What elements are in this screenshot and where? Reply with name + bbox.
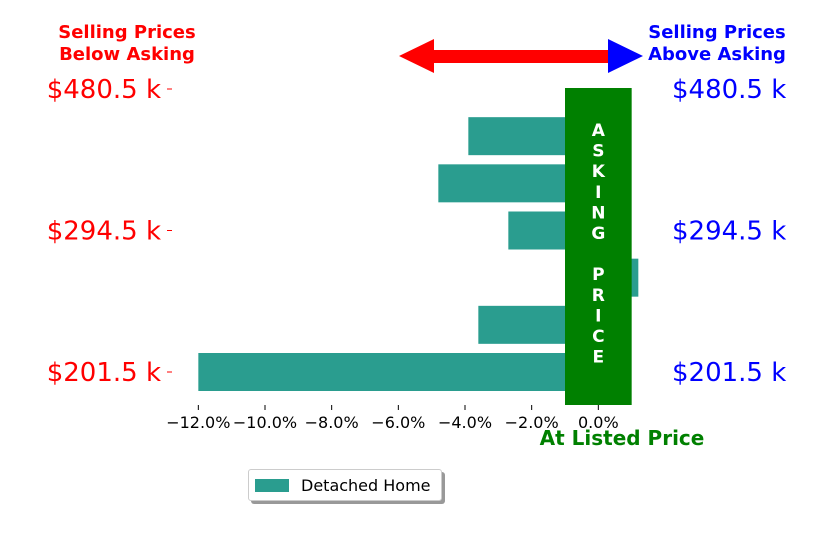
band-letter-4: N — [591, 203, 605, 223]
left-price-label-2: $480.5 k — [47, 75, 161, 105]
legend-swatch-detached-home — [255, 478, 289, 492]
header-right-line1: Selling Prices — [648, 22, 785, 43]
x-axis-label: At Listed Price — [540, 426, 705, 450]
left-price-label-1: $294.5 k — [47, 217, 161, 247]
x-tick-label-1: −10.0% — [233, 413, 297, 432]
x-tick-label-4: −4.0% — [438, 413, 492, 432]
right-price-label-0: $201.5 k — [672, 358, 786, 388]
bar-0 — [198, 353, 599, 391]
band-letter-0: A — [592, 121, 606, 141]
arrow-shaft — [430, 50, 615, 63]
header-left-line2: Below Asking — [59, 44, 195, 65]
left-price-label-0: $201.5 k — [47, 358, 161, 388]
x-axis: −12.0% −10.0% −8.0% −6.0% −4.0% −2.0% 0.0% — [166, 405, 619, 432]
band-letter-9: I — [595, 306, 601, 326]
header-left-line1: Selling Prices — [58, 22, 195, 43]
band-letter-10: C — [592, 327, 604, 347]
band-letter-2: K — [592, 162, 606, 182]
x-tick-label-6: 0.0% — [578, 413, 619, 432]
band-letter-11: E — [593, 348, 605, 368]
band-letter-5: G — [591, 224, 605, 244]
x-tick-label-2: −8.0% — [305, 413, 359, 432]
x-tick-label-0: −12.0% — [166, 413, 230, 432]
header-right-line2: Above Asking — [648, 44, 786, 65]
direction-arrow — [399, 39, 643, 73]
band-letter-8: R — [592, 286, 605, 306]
band-letter-3: I — [595, 183, 601, 203]
price-labels: $201.5 k $201.5 k $294.5 k $294.5 k $480.5 k… — [47, 75, 787, 388]
right-price-label-1: $294.5 k — [672, 217, 786, 247]
x-tick-label-5: −2.0% — [505, 413, 559, 432]
arrow-right-head — [608, 39, 643, 73]
asking-price-rect — [565, 88, 632, 405]
band-letter-1: S — [592, 142, 604, 162]
right-price-label-2: $480.5 k — [672, 75, 786, 105]
legend: Detached Home — [248, 469, 442, 501]
arrow-left-head — [399, 39, 434, 73]
legend-label: Detached Home — [301, 475, 431, 495]
band-letter-7: P — [592, 265, 604, 285]
x-tick-label-3: −6.0% — [371, 413, 425, 432]
